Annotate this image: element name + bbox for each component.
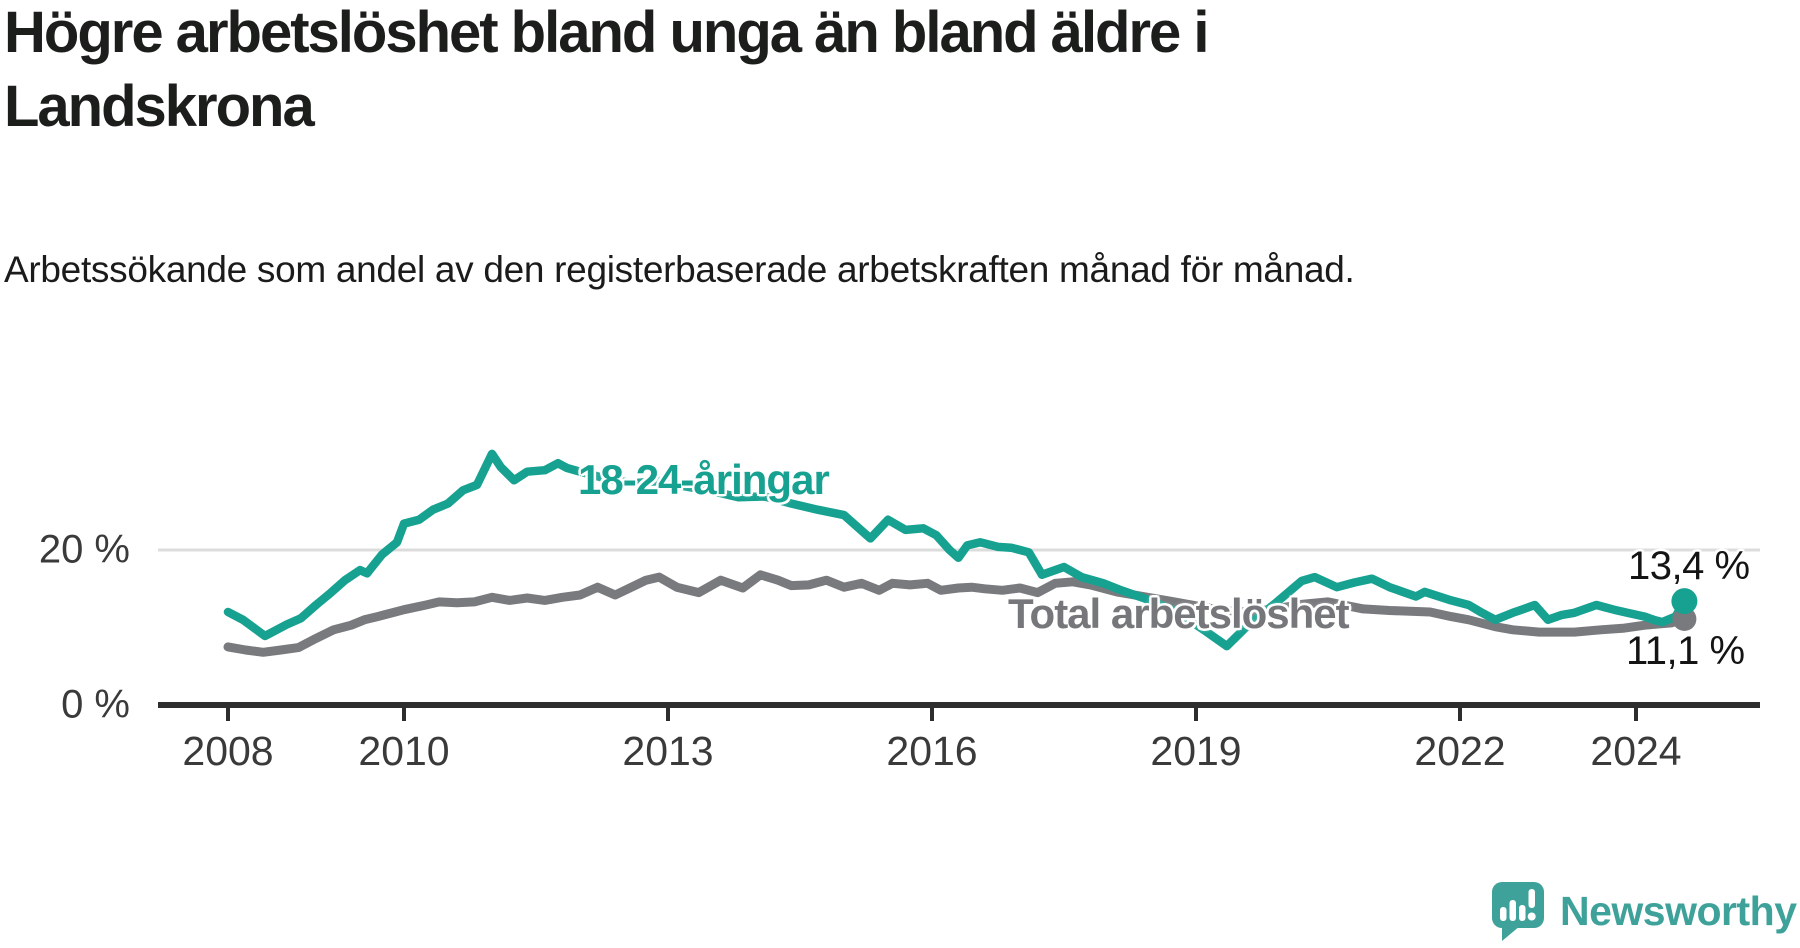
x-tick-label-2008: 2008 — [182, 728, 274, 774]
newsworthy-logo: Newsworthy — [1490, 880, 1797, 942]
page-subtitle: Arbetssökande som andel av den registerb… — [4, 249, 1355, 290]
x-tick-label-2013: 2013 — [622, 728, 714, 774]
newsworthy-wordmark: Newsworthy — [1560, 887, 1797, 934]
end-dot-youth — [1671, 588, 1698, 615]
x-tick-label-2022: 2022 — [1414, 728, 1506, 774]
x-tick-label-2010: 2010 — [358, 728, 450, 774]
end-dot-total — [1672, 606, 1697, 631]
x-tick-label-2024: 2024 — [1590, 728, 1682, 774]
newsworthy-bubble-icon — [1492, 882, 1544, 941]
series-line-total — [223, 570, 1689, 657]
x-tick-label-2016: 2016 — [886, 728, 978, 774]
series-line-youth — [223, 449, 1689, 651]
series-label-youth: 18-24-åringar — [578, 456, 830, 503]
y-tick-label-20: 20 % — [38, 527, 130, 572]
end-value-youth: 13,4 % — [1628, 544, 1750, 588]
end-value-total: 11,1 % — [1626, 629, 1745, 673]
y-tick-label-0: 0 % — [61, 682, 130, 727]
series-label-total: Total arbetslöshet — [1008, 590, 1350, 637]
x-tick-label-2019: 2019 — [1150, 728, 1242, 774]
page-title: Högre arbetslöshet bland unga än bland ä… — [4, 0, 1210, 140]
